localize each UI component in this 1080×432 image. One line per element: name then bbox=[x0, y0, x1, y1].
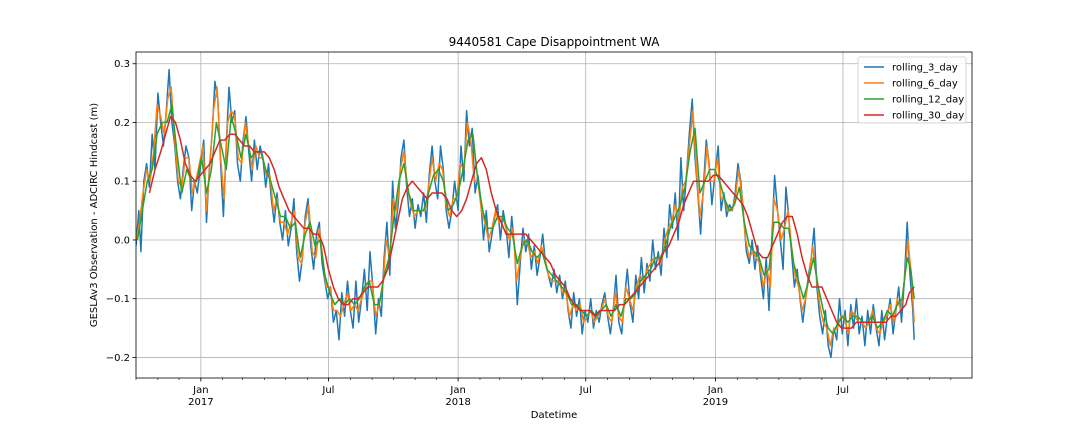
series-line-rolling_12_day bbox=[136, 104, 915, 335]
legend: rolling_3_day rolling_6_day rolling_12_day… bbox=[857, 56, 967, 124]
x-tick-sublabel: 2017 bbox=[188, 397, 213, 408]
legend-label-rolling_3_day: rolling_3_day bbox=[892, 63, 958, 74]
x-tick-label: Jan bbox=[192, 385, 208, 396]
y-axis-label: GESLAv3 Observation - ADCIRC Hindcast (m… bbox=[89, 103, 100, 327]
y-tick-label: −0.1 bbox=[106, 294, 130, 305]
series-line-rolling_6_day bbox=[136, 86, 915, 347]
legend-label-rolling_30_day: rolling_30_day bbox=[892, 111, 964, 122]
y-tick-label: 0.0 bbox=[114, 235, 130, 246]
x-tick-label: Jan bbox=[449, 385, 465, 396]
x-tick-sublabel: 2018 bbox=[445, 397, 470, 408]
plot-area bbox=[136, 68, 915, 359]
series-line-rolling_3_day bbox=[136, 68, 915, 359]
y-tick-label: 0.1 bbox=[114, 177, 130, 188]
x-tick-label: Jan bbox=[707, 385, 723, 396]
x-axis-label: Datetime bbox=[531, 410, 578, 421]
chart-title: 9440581 Cape Disappointment WA bbox=[449, 35, 661, 49]
series-line-rolling_30_day bbox=[148, 115, 915, 329]
x-tick-label: Jul bbox=[836, 385, 849, 396]
legend-box bbox=[857, 56, 967, 124]
x-tick-sublabel: 2019 bbox=[703, 397, 728, 408]
y-axis: −0.2 −0.1 0.0 0.1 0.2 0.3 bbox=[106, 59, 136, 364]
legend-label-rolling_6_day: rolling_6_day bbox=[892, 79, 958, 90]
axes-frame bbox=[135, 51, 973, 379]
y-tick-label: 0.2 bbox=[114, 118, 130, 129]
legend-label-rolling_12_day: rolling_12_day bbox=[892, 95, 964, 106]
x-tick-label: Jul bbox=[321, 385, 334, 396]
y-tick-label: 0.3 bbox=[114, 59, 130, 70]
x-tick-label: Jul bbox=[579, 385, 592, 396]
grid bbox=[136, 52, 972, 378]
y-tick-label: −0.2 bbox=[106, 353, 130, 364]
